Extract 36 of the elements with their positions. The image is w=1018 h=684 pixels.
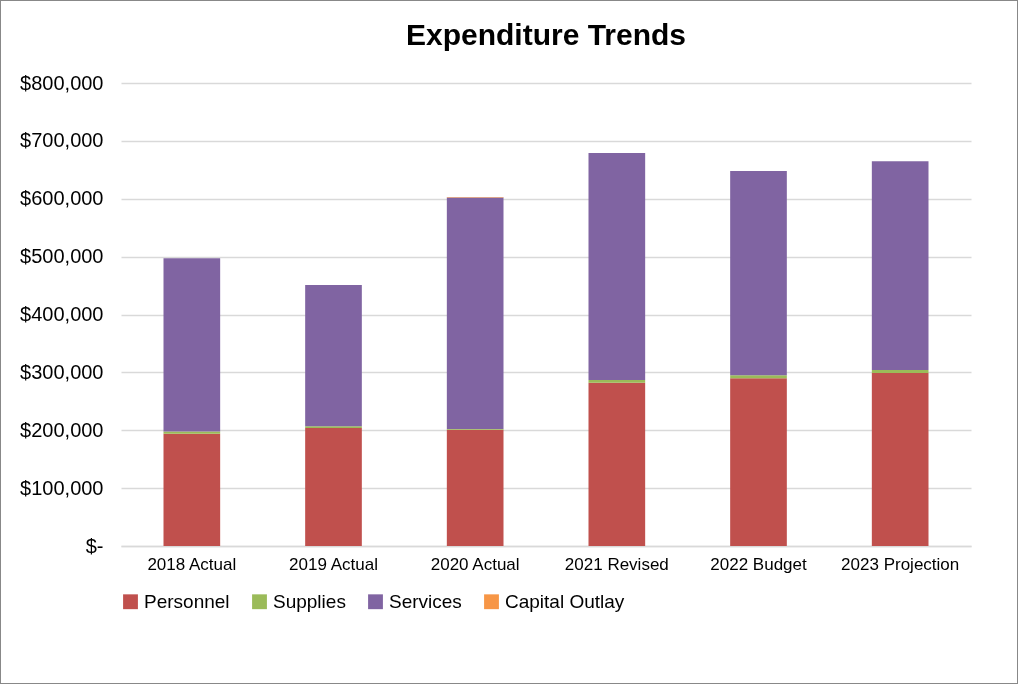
y-tick-label: $800,000	[20, 71, 104, 94]
bar	[163, 433, 221, 546]
y-tick-label: $700,000	[20, 129, 104, 152]
bar	[730, 378, 787, 546]
bar	[446, 197, 504, 430]
chart-title: Expenditure Trends	[405, 18, 687, 51]
bar	[163, 258, 221, 432]
bar	[305, 284, 362, 427]
x-tick-label: 2019 Actual	[289, 554, 378, 574]
legend-label: Capital Outlay	[505, 590, 625, 612]
x-tick-label: 2018 Actual	[147, 554, 237, 574]
y-tick-label: $-	[85, 534, 104, 557]
legend-label: Personnel	[144, 590, 230, 612]
y-tick-label: $200,000	[20, 418, 104, 441]
legend-label: Services	[389, 590, 462, 612]
y-tick-label: $300,000	[20, 360, 104, 383]
x-tick-label: 2020 Actual	[430, 554, 520, 574]
bar	[730, 375, 787, 379]
bar	[588, 153, 646, 380]
bar	[446, 429, 504, 546]
bar	[305, 427, 362, 546]
y-tick-label: $600,000	[20, 187, 104, 210]
y-tick-label: $400,000	[20, 303, 104, 325]
y-tick-label: $100,000	[20, 476, 104, 499]
bar	[871, 370, 929, 373]
bar	[163, 431, 221, 434]
x-tick-label: 2021 Revised	[564, 554, 669, 574]
x-tick-label: 2023 Projection	[841, 554, 960, 574]
bar	[871, 372, 929, 546]
bar	[871, 161, 929, 371]
bar	[588, 382, 646, 546]
bar	[730, 170, 787, 376]
bar	[588, 379, 646, 383]
y-tick-label: $500,000	[20, 245, 104, 268]
legend-label: Supplies	[273, 590, 346, 612]
x-tick-label: 2022 Budget	[710, 554, 807, 574]
